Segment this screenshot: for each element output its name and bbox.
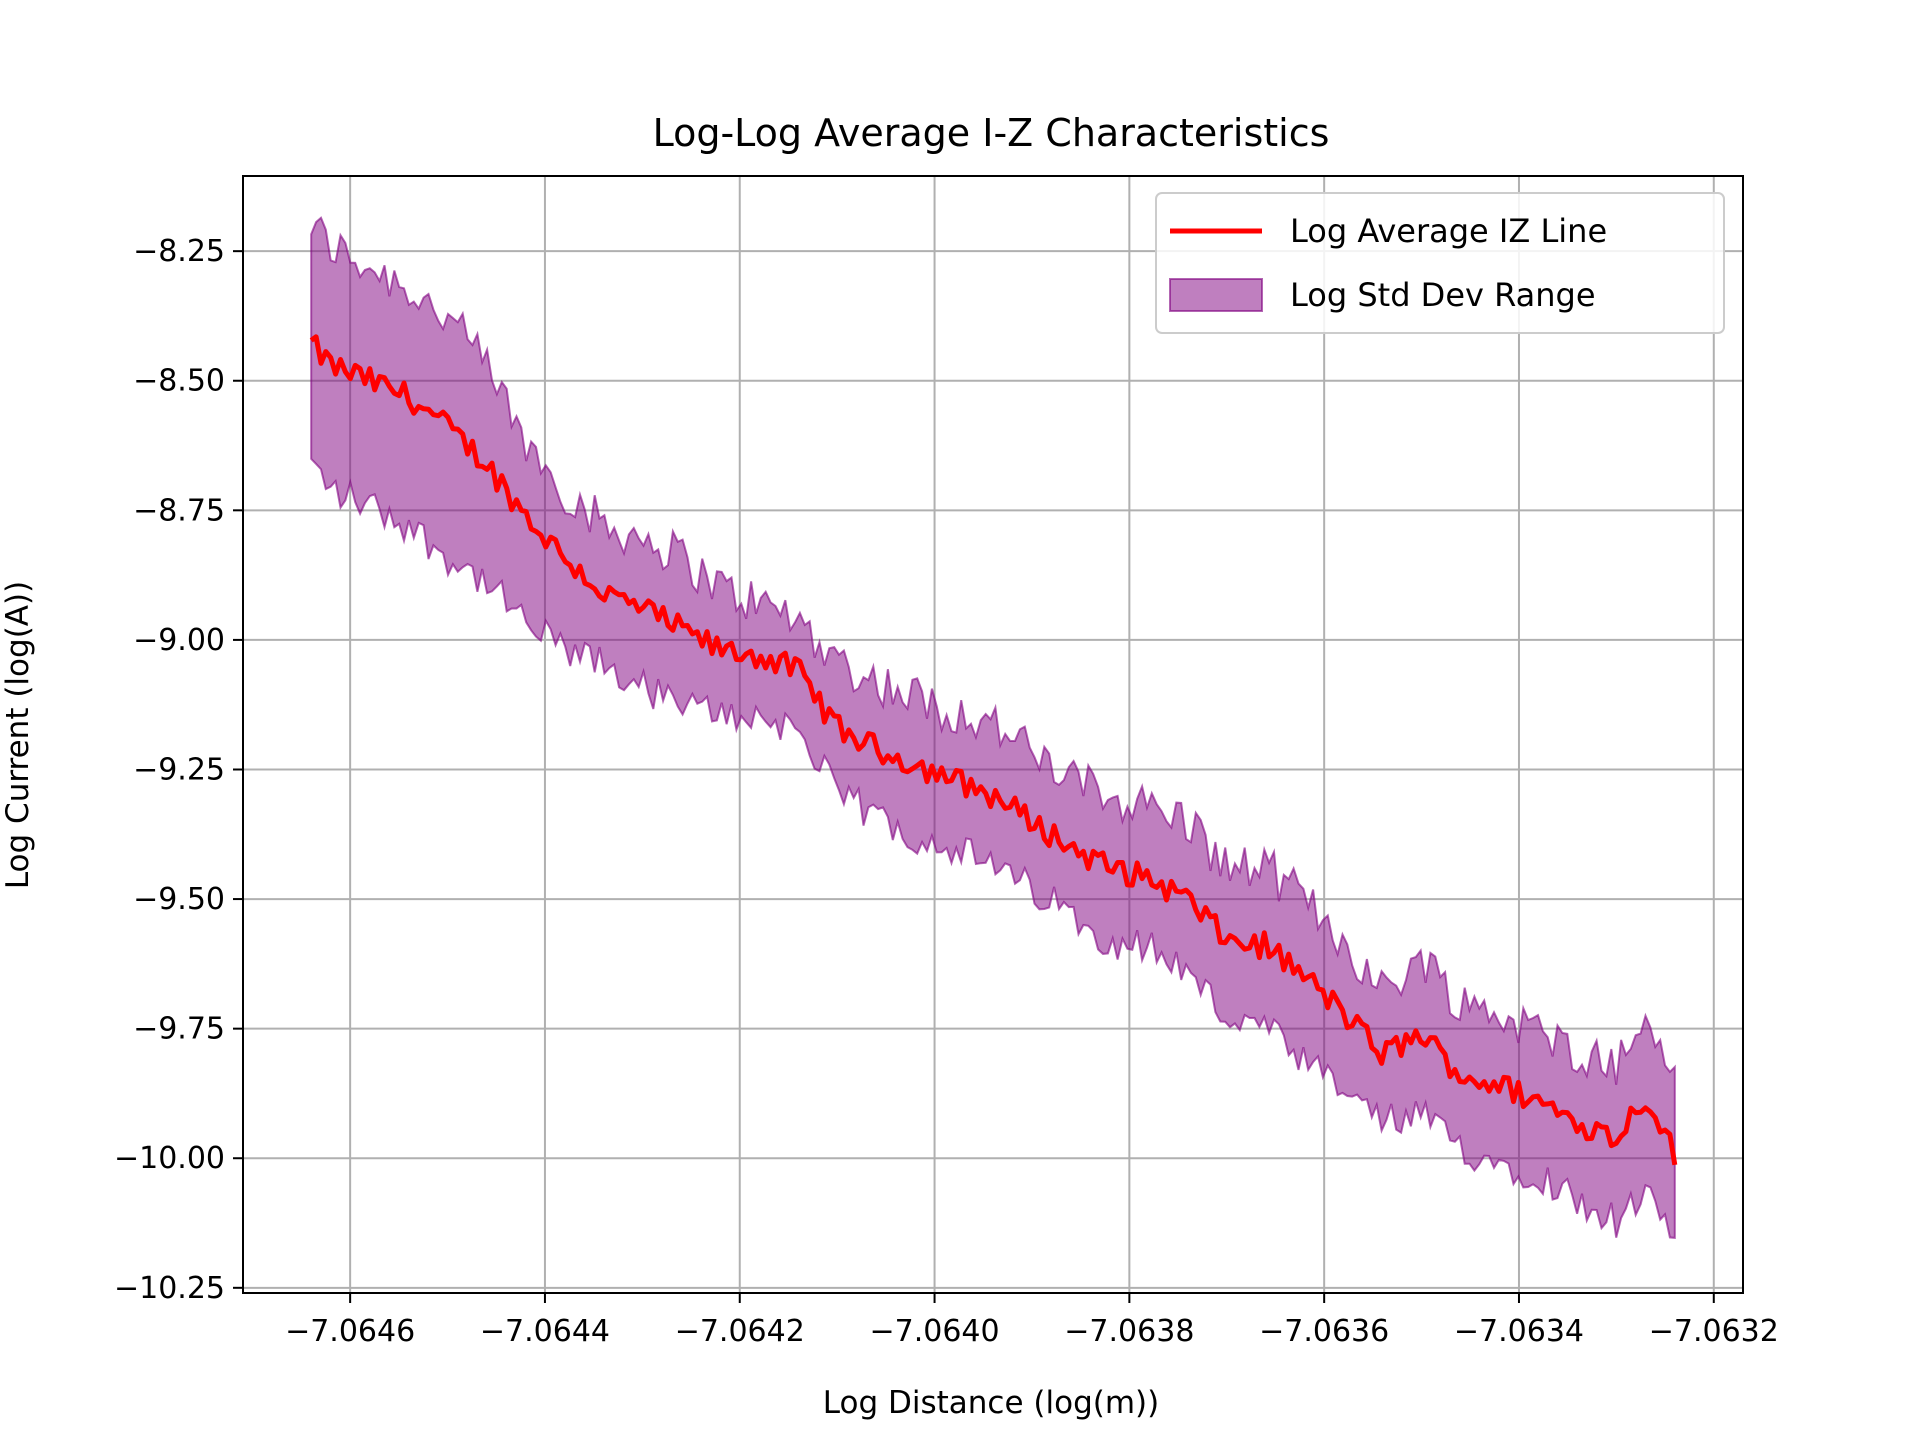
- y-tick-label: −8.25: [133, 234, 225, 269]
- y-axis-label: Log Current (log(A)): [0, 581, 36, 889]
- x-tick-label: −7.0646: [285, 1314, 415, 1349]
- x-tick-label: −7.0632: [1649, 1314, 1779, 1349]
- x-tick-label: −7.0636: [1259, 1314, 1389, 1349]
- y-tick-label: −9.50: [133, 882, 225, 917]
- average-line: [309, 334, 1678, 1166]
- y-tick-label: −10.00: [114, 1141, 225, 1176]
- axes-frame: [242, 175, 1744, 1294]
- grid-lines: [243, 176, 1743, 1293]
- x-tick-label: −7.0634: [1454, 1314, 1584, 1349]
- legend-box: [1155, 192, 1725, 334]
- x-axis-ticks: −7.0646 −7.0644 −7.0642 −7.0640 −7.0638 −7.06…: [285, 1293, 1779, 1349]
- y-tick-label: −9.00: [133, 623, 225, 658]
- legend-label-std-dev: Log Std Dev Range: [1290, 276, 1596, 314]
- legend: Log Average IZ Line Log Std Dev Range: [1155, 192, 1725, 334]
- chart-title: Log-Log Average I-Z Characteristics: [653, 111, 1330, 155]
- x-axis-label: Log Distance (log(m)): [823, 1385, 1159, 1421]
- y-tick-label: −8.75: [133, 493, 225, 528]
- y-tick-label: −9.75: [133, 1012, 225, 1047]
- x-tick-label: −7.0640: [870, 1314, 1000, 1349]
- y-tick-label: −8.50: [133, 364, 225, 399]
- x-tick-label: −7.0644: [480, 1314, 610, 1349]
- x-tick-label: −7.0642: [675, 1314, 805, 1349]
- legend-label-average: Log Average IZ Line: [1290, 212, 1607, 250]
- std-dev-band-area: [310, 216, 1676, 1240]
- std-dev-band: [310, 216, 1676, 1240]
- y-tick-label: −9.25: [133, 752, 225, 787]
- legend-band-swatch: [1169, 278, 1263, 312]
- average-line-path: [309, 334, 1678, 1166]
- y-axis-ticks: −8.25 −8.50 −8.75 −9.00 −9.25 −9.50 −9.75 −10.0…: [114, 234, 243, 1306]
- x-tick-label: −7.0638: [1064, 1314, 1194, 1349]
- y-tick-label: −10.25: [114, 1271, 225, 1306]
